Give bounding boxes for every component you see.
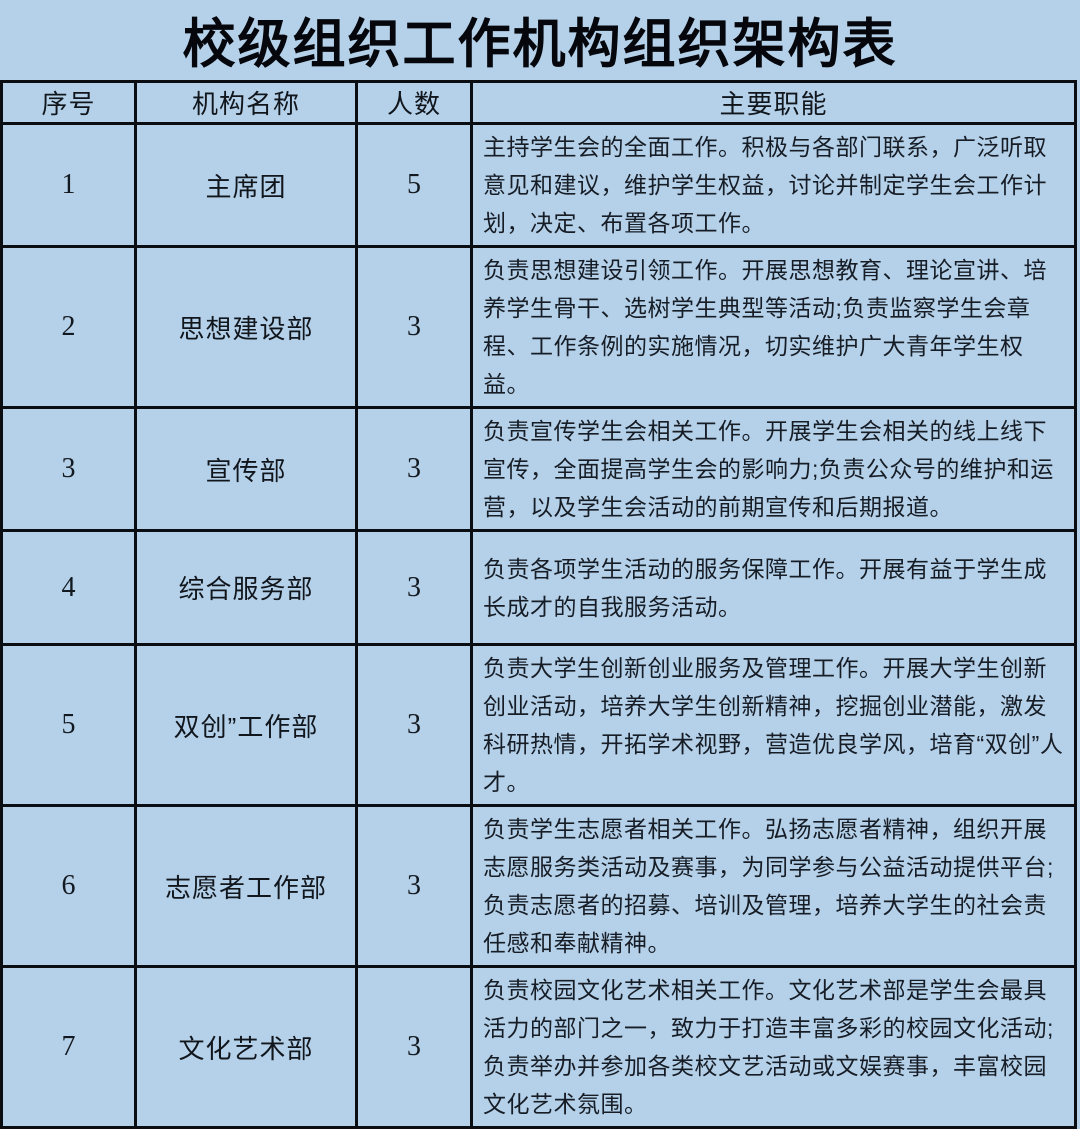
main-functions-cell: 负责思想建设引领工作。开展思想教育、理论宣讲、培养学生骨干、选树学生典型等活动;…	[470, 245, 1077, 409]
organization-name-cell: 主席团	[134, 122, 358, 248]
serial-number-cell: 1	[0, 122, 137, 248]
headcount-cell: 3	[355, 245, 473, 409]
table-row: 7 文化艺术部 3 负责校园文化艺术相关工作。文化艺术部是学生会最具活力的部门之…	[0, 965, 1077, 1129]
table-body: 1 主席团 5 主持学生会的全面工作。积极与各部门联系，广泛听取意见和建议，维护…	[0, 122, 1077, 1129]
organization-name-cell: 综合服务部	[134, 529, 358, 646]
organization-name-cell: 文化艺术部	[134, 965, 358, 1129]
org-structure-table: 序号 机构名称 人数 主要职能 1 主席团 5 主持学生会的全面工作。积极与各部…	[0, 80, 1077, 1129]
header-organization-name: 机构名称	[134, 80, 358, 125]
serial-number-cell: 6	[0, 804, 137, 968]
main-functions-cell: 负责学生志愿者相关工作。弘扬志愿者精神，组织开展志愿服务类活动及赛事，为同学参与…	[470, 804, 1077, 968]
table-row: 4 综合服务部 3 负责各项学生活动的服务保障工作。开展有益于学生成长成才的自我…	[0, 529, 1077, 646]
table-row: 3 宣传部 3 负责宣传学生会相关工作。开展学生会相关的线上线下宣传，全面提高学…	[0, 406, 1077, 532]
table-row: 1 主席团 5 主持学生会的全面工作。积极与各部门联系，广泛听取意见和建议，维护…	[0, 122, 1077, 248]
organization-name-cell: 双创”工作部	[134, 643, 358, 807]
headcount-cell: 3	[355, 804, 473, 968]
main-functions-cell: 主持学生会的全面工作。积极与各部门联系，广泛听取意见和建议，维护学生权益，讨论并…	[470, 122, 1077, 248]
header-serial-number: 序号	[0, 80, 137, 125]
table-row: 2 思想建设部 3 负责思想建设引领工作。开展思想教育、理论宣讲、培养学生骨干、…	[0, 245, 1077, 409]
headcount-cell: 3	[355, 643, 473, 807]
headcount-cell: 3	[355, 406, 473, 532]
serial-number-cell: 5	[0, 643, 137, 807]
headcount-cell: 5	[355, 122, 473, 248]
organization-name-cell: 宣传部	[134, 406, 358, 532]
table-row: 5 双创”工作部 3 负责大学生创新创业服务及管理工作。开展大学生创新创业活动，…	[0, 643, 1077, 807]
serial-number-cell: 7	[0, 965, 137, 1129]
headcount-cell: 3	[355, 529, 473, 646]
organization-name-cell: 志愿者工作部	[134, 804, 358, 968]
header-main-functions: 主要职能	[470, 80, 1077, 125]
organization-name-cell: 思想建设部	[134, 245, 358, 409]
serial-number-cell: 3	[0, 406, 137, 532]
page-title: 校级组织工作机构组织架构表	[182, 15, 898, 74]
headcount-cell: 3	[355, 965, 473, 1129]
table-row: 6 志愿者工作部 3 负责学生志愿者相关工作。弘扬志愿者精神，组织开展志愿服务类…	[0, 804, 1077, 968]
table-header: 序号 机构名称 人数 主要职能	[0, 80, 1077, 125]
main-functions-cell: 负责大学生创新创业服务及管理工作。开展大学生创新创业活动，培养大学生创新精神，挖…	[470, 643, 1077, 807]
main-functions-cell: 负责各项学生活动的服务保障工作。开展有益于学生成长成才的自我服务活动。	[470, 529, 1077, 646]
header-row: 序号 机构名称 人数 主要职能	[0, 80, 1077, 125]
header-headcount: 人数	[355, 80, 473, 125]
serial-number-cell: 4	[0, 529, 137, 646]
main-functions-cell: 负责宣传学生会相关工作。开展学生会相关的线上线下宣传，全面提高学生会的影响力;负…	[470, 406, 1077, 532]
title-band: 校级组织工作机构组织架构表	[0, 0, 1080, 80]
serial-number-cell: 2	[0, 245, 137, 409]
main-functions-cell: 负责校园文化艺术相关工作。文化艺术部是学生会最具活力的部门之一，致力于打造丰富多…	[470, 965, 1077, 1129]
